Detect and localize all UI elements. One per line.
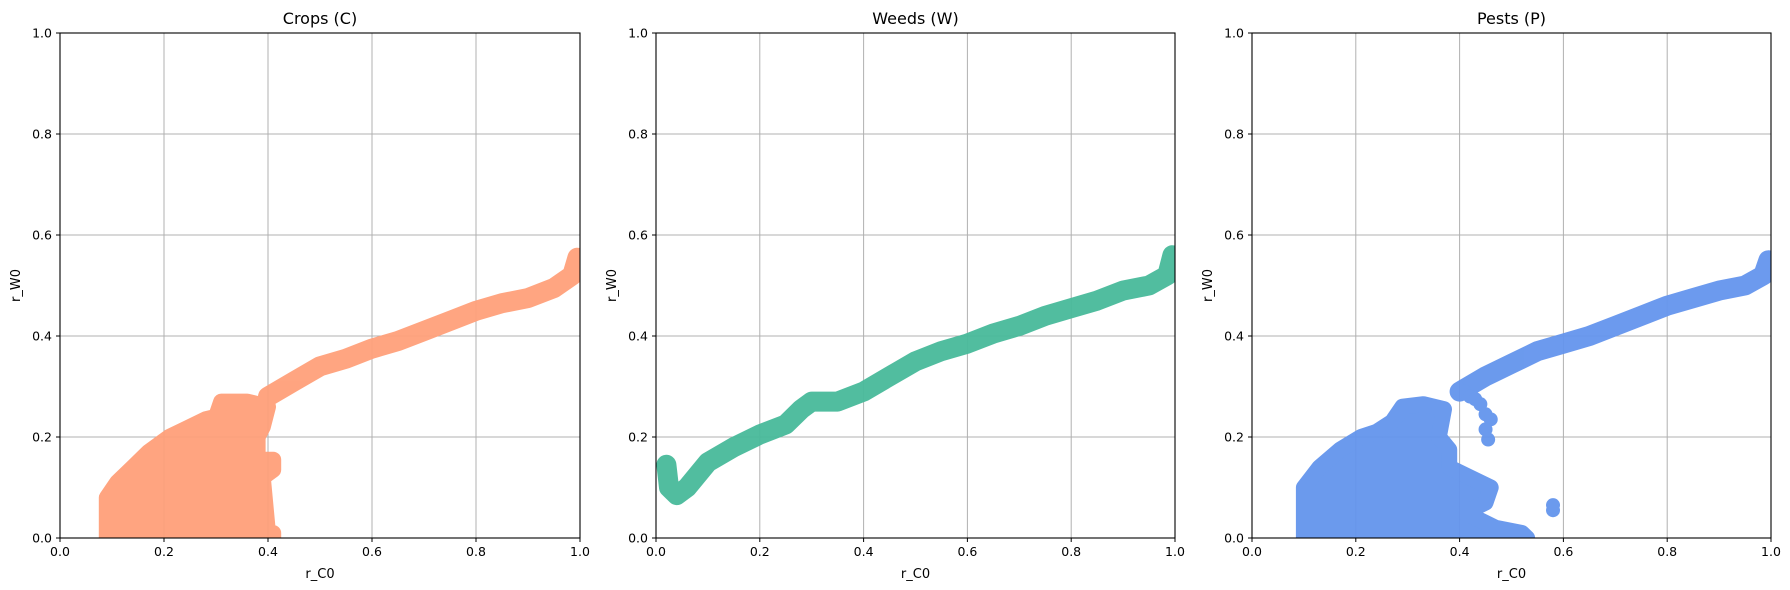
scatter-series bbox=[656, 245, 1175, 506]
x-tick-label: 0.2 bbox=[1346, 544, 1366, 559]
y-tick-label: 0.0 bbox=[628, 531, 648, 546]
x-tick-label: 0.0 bbox=[1242, 544, 1262, 559]
y-axis-label: r_W0 bbox=[9, 269, 24, 302]
scatter-point bbox=[1481, 432, 1496, 447]
scatter-point bbox=[1546, 498, 1561, 513]
y-tick-label: 0.6 bbox=[628, 228, 648, 243]
y-tick-label: 0.0 bbox=[1224, 531, 1244, 546]
y-tick-label: 0.6 bbox=[32, 228, 52, 243]
x-tick-label: 1.0 bbox=[570, 544, 590, 559]
y-tick-label: 0.6 bbox=[1224, 228, 1244, 243]
x-tick-label: 1.0 bbox=[1761, 544, 1781, 559]
x-axis-label: r_C0 bbox=[1497, 567, 1526, 582]
grid bbox=[655, 32, 1176, 539]
chart-title: Weeds (W) bbox=[872, 9, 958, 28]
x-tick-label: 0.6 bbox=[1553, 544, 1573, 559]
chart-panel-crops: Crops (C) r_C0 r_W0 0.0 0.2 0.4 0.6 0.8 1.0 0.… bbox=[9, 9, 590, 582]
x-tick-label: 0.2 bbox=[750, 544, 770, 559]
x-tick-label: 0.0 bbox=[646, 544, 666, 559]
chart-title: Crops (C) bbox=[283, 9, 357, 28]
y-tick-label: 0.4 bbox=[32, 329, 52, 344]
x-tick-label: 0.0 bbox=[50, 544, 70, 559]
scatter-series bbox=[98, 247, 580, 538]
y-tick-label: 0.8 bbox=[32, 127, 52, 142]
scatter-band bbox=[1449, 250, 1771, 402]
x-tick-label: 0.4 bbox=[258, 544, 278, 559]
y-tick-label: 0.2 bbox=[1224, 430, 1244, 445]
y-tick-label: 1.0 bbox=[32, 26, 52, 41]
y-tick-label: 0.2 bbox=[628, 430, 648, 445]
chart-panel-pests: Pests (P) r_C0 r_W0 0.0 0.2 0.4 0.6 0.8 1.0 0.… bbox=[1201, 9, 1781, 582]
y-tick-label: 1.0 bbox=[628, 26, 648, 41]
scatter-band bbox=[656, 245, 1175, 506]
y-tick-label: 0.8 bbox=[1224, 127, 1244, 142]
x-axis-label: r_C0 bbox=[305, 567, 334, 582]
y-tick-label: 0.4 bbox=[628, 329, 648, 344]
scatter-region bbox=[1295, 396, 1536, 538]
scatter-series bbox=[1295, 250, 1771, 538]
scatter-band bbox=[258, 247, 580, 407]
chart-title: Pests (P) bbox=[1477, 9, 1546, 28]
axes-frame bbox=[59, 32, 581, 539]
y-axis-label: r_W0 bbox=[1201, 269, 1216, 302]
y-tick-label: 1.0 bbox=[1224, 26, 1244, 41]
y-tick-label: 0.8 bbox=[628, 127, 648, 142]
axes-frame bbox=[1251, 32, 1772, 539]
x-tick-label: 0.8 bbox=[1061, 544, 1081, 559]
x-tick-label: 1.0 bbox=[1165, 544, 1185, 559]
y-tick-label: 0.2 bbox=[32, 430, 52, 445]
axes-frame bbox=[655, 32, 1176, 539]
x-tick-label: 0.2 bbox=[154, 544, 174, 559]
y-axis-label: r_W0 bbox=[605, 269, 620, 302]
x-tick-label: 0.6 bbox=[362, 544, 382, 559]
x-tick-label: 0.8 bbox=[1657, 544, 1677, 559]
chart-panel-weeds: Weeds (W) r_C0 r_W0 0.0 0.2 0.4 0.6 0.8 1.0 0.… bbox=[605, 9, 1185, 582]
scatter-region bbox=[98, 393, 282, 538]
x-tick-label: 0.4 bbox=[854, 544, 874, 559]
x-axis-label: r_C0 bbox=[901, 567, 930, 582]
x-tick-label: 0.8 bbox=[466, 544, 486, 559]
x-tick-label: 0.4 bbox=[1450, 544, 1470, 559]
x-tick-label: 0.6 bbox=[957, 544, 977, 559]
y-tick-label: 0.0 bbox=[32, 531, 52, 546]
y-tick-label: 0.4 bbox=[1224, 329, 1244, 344]
